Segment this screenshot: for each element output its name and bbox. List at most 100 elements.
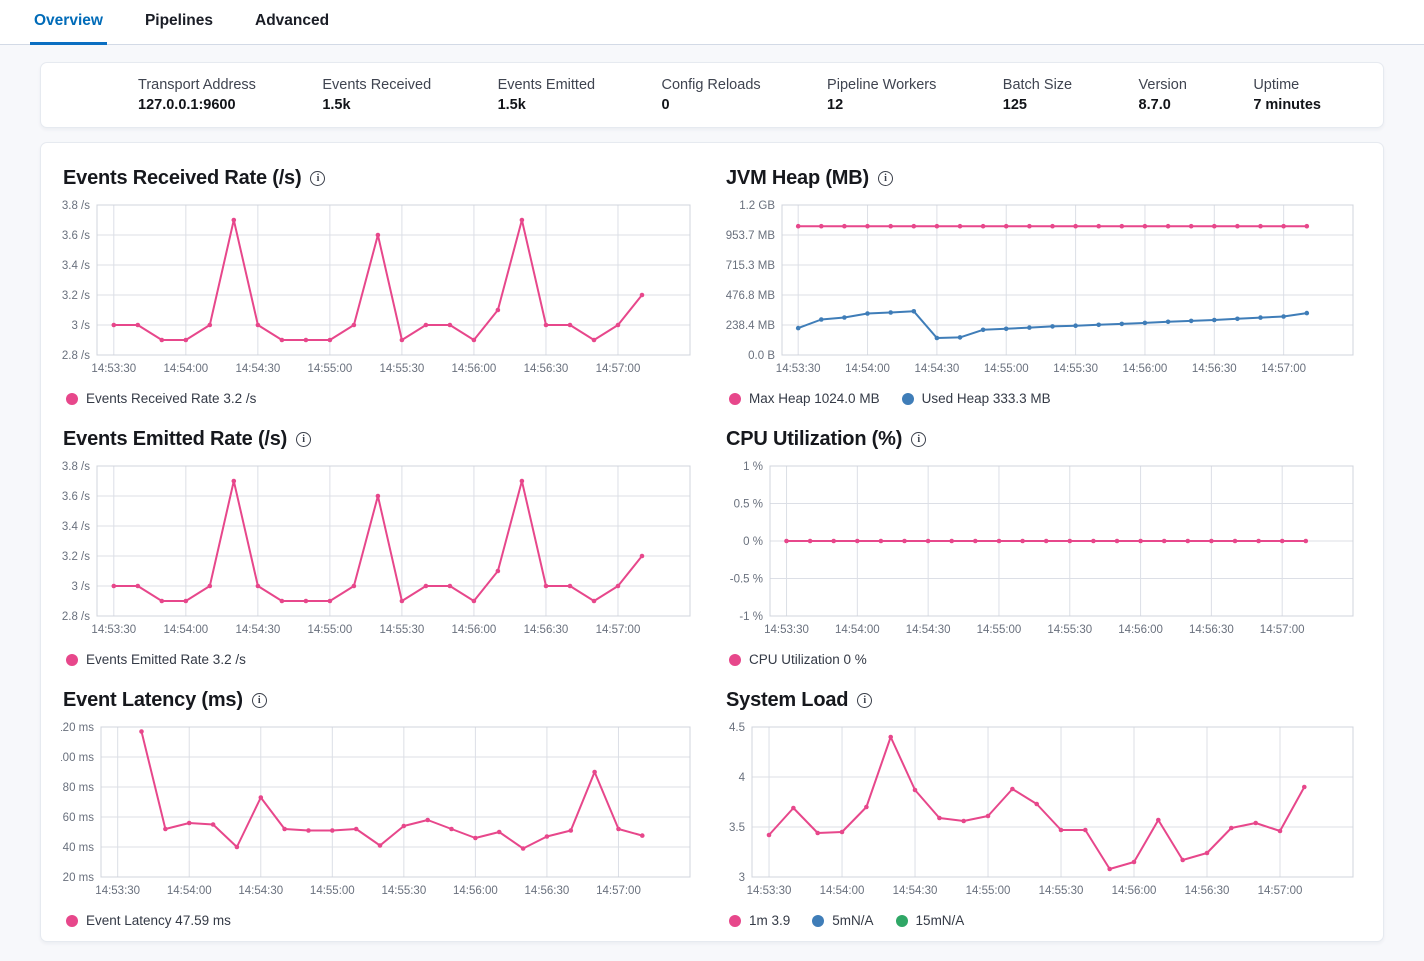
chart-legend: CPU Utilization 0 % xyxy=(724,652,1363,667)
legend-item[interactable]: 1m 3.9 xyxy=(729,913,790,928)
stat-label: Batch Size xyxy=(1002,77,1073,93)
svg-text:14:54:30: 14:54:30 xyxy=(915,363,960,375)
legend-item[interactable]: Events Received Rate 3.2 /s xyxy=(66,391,256,406)
legend-item[interactable]: 15mN/A xyxy=(895,913,965,928)
stat-events-emitted: Events Emitted 1.5k xyxy=(498,77,596,113)
chart-title-row: Events Emitted Rate (/s) i xyxy=(63,428,698,451)
info-icon[interactable]: i xyxy=(310,171,326,186)
events-emitted-rate: Events Emitted Rate (/s) i 3.8 /s 3.6 /s 3.4… xyxy=(61,428,700,667)
legend-label: CPU Utilization 0 % xyxy=(749,652,867,667)
svg-text:14:53:30: 14:53:30 xyxy=(764,624,809,636)
info-icon[interactable]: i xyxy=(877,171,893,186)
legend-dot-icon xyxy=(729,392,741,405)
svg-text:14:56:00: 14:56:00 xyxy=(1123,363,1168,375)
svg-text:14:57:00: 14:57:00 xyxy=(596,363,641,375)
events-received-rate-plot[interactable]: 3.8 /s 3.6 /s 3.4 /s 3.2 /s 3 /s 2.8 /s14:53:… xyxy=(61,197,693,379)
svg-text:14:55:00: 14:55:00 xyxy=(307,624,352,636)
svg-text:14:54:00: 14:54:00 xyxy=(163,624,208,636)
svg-text:1.2 GB: 1.2 GB xyxy=(739,200,775,212)
event-latency-plot[interactable]: 120 ms 100 ms 80 ms 60 ms 40 ms 20 ms14:53:30… xyxy=(56,719,693,901)
stat-value: 1.5k xyxy=(497,97,526,113)
cpu-utilization-plot[interactable]: 1 % 0.5 % 0 % -0.5 % -1 %14:53:30 14:54:00 14:… xyxy=(724,458,1356,640)
svg-text:3 /s: 3 /s xyxy=(71,320,90,332)
legend-dot-icon xyxy=(729,653,741,666)
svg-text:3.2 /s: 3.2 /s xyxy=(62,551,90,563)
svg-text:4: 4 xyxy=(739,772,746,784)
legend-item[interactable]: Used Heap 333.3 MB xyxy=(901,391,1051,406)
event-latency: Event Latency (ms) i 120 ms 100 ms 80 ms 60 m… xyxy=(56,689,700,928)
svg-text:40 ms: 40 ms xyxy=(63,842,95,854)
svg-text:14:53:30: 14:53:30 xyxy=(747,885,792,897)
legend-label: Event Latency 47.59 ms xyxy=(86,913,231,928)
tab-overview[interactable]: Overview xyxy=(30,12,107,45)
system-load-plot[interactable]: 4.5 4 3.5 314:53:30 14:54:00 14:54:30 14:55:00… xyxy=(724,719,1356,901)
legend-label: 15mN/A xyxy=(915,913,965,928)
svg-text:14:57:00: 14:57:00 xyxy=(1261,363,1306,375)
legend-item[interactable]: Events Emitted Rate 3.2 /s xyxy=(66,652,246,667)
info-icon[interactable]: i xyxy=(857,693,873,708)
svg-text:3.5: 3.5 xyxy=(729,822,745,834)
chart-legend: Events Received Rate 3.2 /s xyxy=(61,391,700,406)
legend-dot-icon xyxy=(812,914,825,927)
chart-legend: Max Heap 1024.0 MB Used Heap 333.3 MB xyxy=(724,391,1363,406)
jvm-heap-plot[interactable]: 1.2 GB 953.7 MB 715.3 MB 476.8 MB 238.4 MB 0.… xyxy=(724,197,1356,379)
stat-value: 8.7.0 xyxy=(1138,97,1171,113)
svg-text:14:56:00: 14:56:00 xyxy=(452,624,497,636)
stat-events-received: Events Received 1.5k xyxy=(322,77,431,113)
legend-item[interactable]: Event Latency 47.59 ms xyxy=(66,913,231,928)
svg-text:14:57:00: 14:57:00 xyxy=(596,624,641,636)
info-icon[interactable]: i xyxy=(251,693,267,708)
legend-item[interactable]: Max Heap 1024.0 MB xyxy=(729,391,880,406)
stat-config-reloads: Config Reloads 0 xyxy=(661,77,760,113)
stat-value: 125 xyxy=(1002,97,1027,113)
info-icon[interactable]: i xyxy=(911,432,927,447)
svg-text:4.5: 4.5 xyxy=(729,722,745,734)
svg-text:14:56:30: 14:56:30 xyxy=(525,885,570,897)
jvm-heap: JVM Heap (MB) i 1.2 GB 953.7 MB 715.3 MB 476.… xyxy=(724,167,1363,406)
svg-text:-1 %: -1 % xyxy=(739,611,763,623)
cpu-utilization: CPU Utilization (%) i 1 % 0.5 % 0 % -0.5 % -1 … xyxy=(724,428,1363,667)
svg-text:3.6 /s: 3.6 /s xyxy=(62,491,90,503)
stat-value: 7 minutes xyxy=(1253,97,1321,113)
svg-text:14:56:30: 14:56:30 xyxy=(524,363,569,375)
events-received-rate: Events Received Rate (/s) i 3.8 /s 3.6 /s 3.… xyxy=(61,167,700,406)
legend-label: 5mN/A xyxy=(832,913,874,928)
svg-text:0.5 %: 0.5 % xyxy=(734,499,763,511)
stats-bar: Transport Address 127.0.0.1:9600 Events … xyxy=(40,62,1384,128)
svg-text:1 %: 1 % xyxy=(743,461,763,473)
legend-label: Events Received Rate 3.2 /s xyxy=(86,391,257,406)
legend-dot-icon xyxy=(66,653,78,666)
svg-text:14:57:00: 14:57:00 xyxy=(1258,885,1303,897)
svg-text:14:56:00: 14:56:00 xyxy=(452,363,497,375)
legend-dot-icon xyxy=(901,392,914,405)
chart-legend: Event Latency 47.59 ms xyxy=(61,913,700,928)
svg-text:80 ms: 80 ms xyxy=(63,782,95,794)
svg-text:476.8 MB: 476.8 MB xyxy=(726,290,776,302)
tab-advanced[interactable]: Advanced xyxy=(255,12,330,29)
chart-legend: Events Emitted Rate 3.2 /s xyxy=(61,652,700,667)
stat-value: 127.0.0.1:9600 xyxy=(138,97,236,113)
legend-item[interactable]: CPU Utilization 0 % xyxy=(729,652,867,667)
svg-text:14:55:00: 14:55:00 xyxy=(310,885,355,897)
legend-label: 1m 3.9 xyxy=(749,913,791,928)
legend-item[interactable]: 5mN/A xyxy=(812,913,874,928)
legend-label: Used Heap 333.3 MB xyxy=(921,391,1051,406)
svg-text:14:55:00: 14:55:00 xyxy=(977,624,1022,636)
svg-text:14:56:30: 14:56:30 xyxy=(1192,363,1237,375)
legend-label: Max Heap 1024.0 MB xyxy=(749,391,880,406)
stat-label: Transport Address xyxy=(138,77,256,93)
svg-text:14:55:30: 14:55:30 xyxy=(1053,363,1098,375)
info-icon[interactable]: i xyxy=(296,432,312,447)
svg-text:0.0 B: 0.0 B xyxy=(748,350,775,362)
svg-text:14:56:30: 14:56:30 xyxy=(524,624,569,636)
charts-panel: Events Received Rate (/s) i 3.8 /s 3.6 /s 3.… xyxy=(40,142,1384,942)
stat-value: 0 xyxy=(661,97,670,113)
stat-label: Uptime xyxy=(1253,77,1300,93)
svg-text:14:54:30: 14:54:30 xyxy=(893,885,938,897)
tab-pipelines[interactable]: Pipelines xyxy=(144,12,213,29)
svg-text:14:56:00: 14:56:00 xyxy=(1118,624,1163,636)
stat-version: Version 8.7.0 xyxy=(1139,77,1187,113)
events-emitted-rate-plot[interactable]: 3.8 /s 3.6 /s 3.4 /s 3.2 /s 3 /s 2.8 /s14:53:… xyxy=(61,458,693,640)
stat-label: Pipeline Workers xyxy=(827,77,937,93)
charts-grid: Events Received Rate (/s) i 3.8 /s 3.6 /s 3.… xyxy=(41,143,1383,941)
